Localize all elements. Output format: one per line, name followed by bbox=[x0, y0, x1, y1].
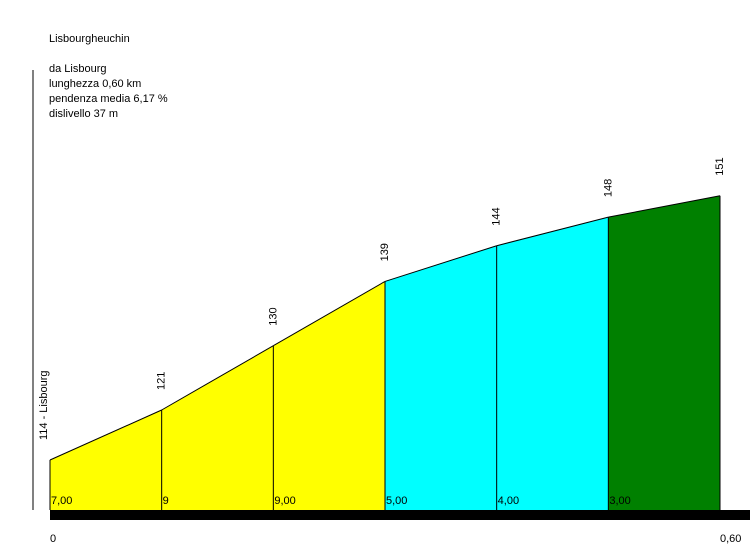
gradient-label: 7,00 bbox=[51, 495, 72, 507]
profile-outline bbox=[384, 245, 497, 282]
gradient-label: 5,00 bbox=[386, 495, 407, 507]
info-average-gradient: pendenza media 6,17 % bbox=[49, 93, 168, 105]
elevation-label: 130 bbox=[267, 307, 279, 325]
elevation-label: 139 bbox=[379, 243, 391, 261]
x-axis-bar bbox=[50, 510, 750, 520]
profile-segment bbox=[273, 281, 385, 510]
gradient-label: 9 bbox=[163, 495, 169, 507]
gradient-label: 4,00 bbox=[498, 495, 519, 507]
profile-segment bbox=[50, 410, 162, 510]
profile-outline bbox=[273, 280, 386, 347]
profile-segment bbox=[496, 217, 609, 510]
start-label: 114 - Lisbourg bbox=[38, 370, 50, 440]
x-end-label: 0,60 bbox=[720, 533, 741, 545]
x-start-label: 0 bbox=[50, 533, 56, 545]
elevation-label: 144 bbox=[491, 207, 503, 225]
chart-title: Lisbourgheuchin bbox=[49, 33, 130, 45]
profile-segment bbox=[385, 245, 497, 510]
profile-outline bbox=[49, 409, 162, 461]
gradient-label: 3,00 bbox=[609, 495, 630, 507]
profile-segment bbox=[608, 195, 720, 510]
profile-outline bbox=[496, 216, 609, 247]
elevation-label: 151 bbox=[714, 157, 726, 175]
elevation-label: 148 bbox=[602, 179, 614, 197]
gradient-label: 9,00 bbox=[274, 495, 295, 507]
profile-layer: 7,00 9 9,00 5,00 4,00 3,00 114 - Lisbourg 121 13… bbox=[38, 157, 726, 510]
info-length: lunghezza 0,60 km bbox=[49, 78, 141, 90]
info-elevation-gain: dislivello 37 m bbox=[49, 108, 118, 120]
info-start: da Lisbourg bbox=[49, 63, 107, 75]
profile-segment bbox=[161, 345, 274, 510]
profile-outline bbox=[161, 345, 274, 411]
elevation-label: 121 bbox=[156, 372, 168, 390]
profile-outline bbox=[608, 195, 721, 218]
